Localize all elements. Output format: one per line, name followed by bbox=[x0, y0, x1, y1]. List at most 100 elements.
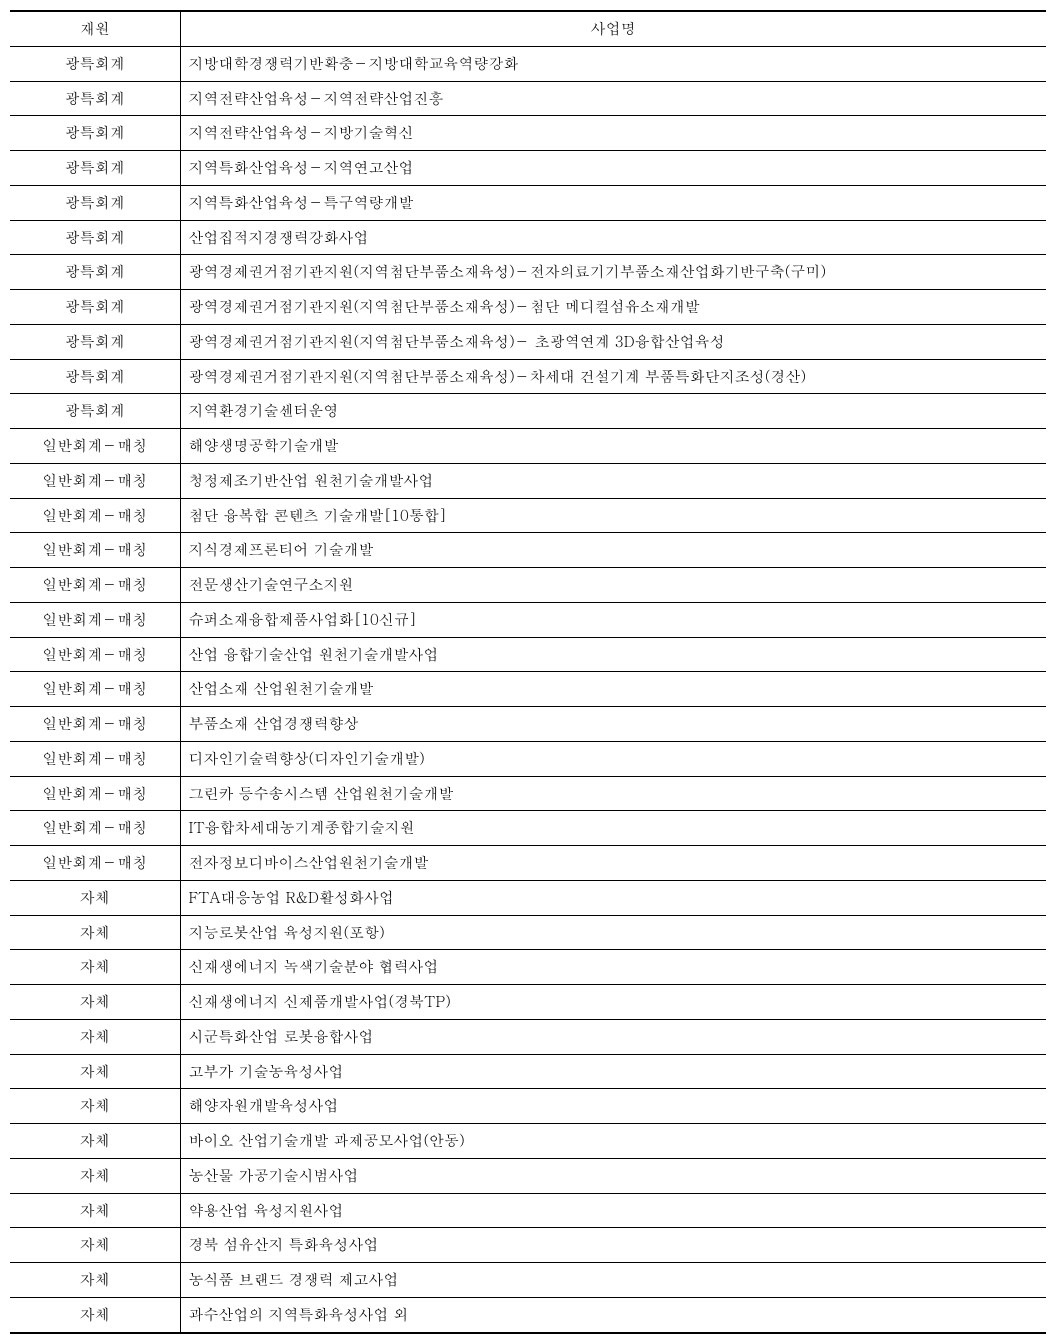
table-body: 광특회계지방대학경쟁력기반확충－지방대학교육역량강화광특회계지역전략산업육성－지… bbox=[10, 46, 1046, 1332]
cell-resource: 광특회계 bbox=[10, 255, 180, 290]
cell-project: 산업 융합기술산업 원천기술개발사업 bbox=[180, 637, 1046, 672]
cell-project: 약용산업 육성지원사업 bbox=[180, 1193, 1046, 1228]
cell-resource: 일반회계－매칭 bbox=[10, 568, 180, 603]
table-row: 자체바이오 산업기술개발 과제공모사업(안동) bbox=[10, 1124, 1046, 1159]
table-row: 광특회계광역경제권거점기관지원(지역첨단부품소재육성)－ 초광역연계 3D융합산… bbox=[10, 324, 1046, 359]
cell-project: 그린카 등수송시스템 산업원천기술개발 bbox=[180, 776, 1046, 811]
cell-resource: 자체 bbox=[10, 1124, 180, 1159]
cell-project: 농식품 브랜드 경쟁력 제고사업 bbox=[180, 1263, 1046, 1298]
table-row: 자체농식품 브랜드 경쟁력 제고사업 bbox=[10, 1263, 1046, 1298]
table-row: 일반회계－매칭첨단 융복합 콘텐츠 기술개발[10통합] bbox=[10, 498, 1046, 533]
cell-resource: 광특회계 bbox=[10, 324, 180, 359]
cell-project: 전문생산기술연구소지원 bbox=[180, 568, 1046, 603]
table-row: 광특회계산업집적지경쟁력강화사업 bbox=[10, 220, 1046, 255]
cell-resource: 광특회계 bbox=[10, 290, 180, 325]
cell-resource: 자체 bbox=[10, 950, 180, 985]
cell-project: 청정제조기반산업 원천기술개발사업 bbox=[180, 463, 1046, 498]
cell-project: 지능로봇산업 육성지원(포항) bbox=[180, 915, 1046, 950]
cell-project: 신재생에너지 신제품개발사업(경북TP) bbox=[180, 985, 1046, 1020]
cell-project: 지역특화산업육성－특구역량개발 bbox=[180, 185, 1046, 220]
cell-resource: 광특회계 bbox=[10, 394, 180, 429]
cell-project: 전자정보디바이스산업원천기술개발 bbox=[180, 846, 1046, 881]
cell-resource: 일반회계－매칭 bbox=[10, 672, 180, 707]
table-row: 자체신재생에너지 신제품개발사업(경북TP) bbox=[10, 985, 1046, 1020]
table-row: 자체지능로봇산업 육성지원(포항) bbox=[10, 915, 1046, 950]
cell-project: IT융합차세대농기계종합기술지원 bbox=[180, 811, 1046, 846]
cell-project: 지역특화산업육성－지역연고산업 bbox=[180, 151, 1046, 186]
cell-resource: 자체 bbox=[10, 985, 180, 1020]
cell-resource: 자체 bbox=[10, 1193, 180, 1228]
cell-project: 신재생에너지 녹색기술분야 협력사업 bbox=[180, 950, 1046, 985]
table-row: 일반회계－매칭지식경제프론티어 기술개발 bbox=[10, 533, 1046, 568]
header-resource: 재원 bbox=[10, 11, 180, 46]
table-row: 광특회계광역경제권거점기관지원(지역첨단부품소재육성)－첨단 메디컬섬유소재개발 bbox=[10, 290, 1046, 325]
cell-resource: 일반회계－매칭 bbox=[10, 811, 180, 846]
table-row: 광특회계지역전략산업육성－지역전략산업진흥 bbox=[10, 81, 1046, 116]
table-row: 일반회계－매칭그린카 등수송시스템 산업원천기술개발 bbox=[10, 776, 1046, 811]
table-row: 자체농산물 가공기술시범사업 bbox=[10, 1158, 1046, 1193]
cell-resource: 자체 bbox=[10, 1228, 180, 1263]
table-row: 광특회계지역특화산업육성－특구역량개발 bbox=[10, 185, 1046, 220]
cell-resource: 광특회계 bbox=[10, 185, 180, 220]
cell-resource: 광특회계 bbox=[10, 81, 180, 116]
table-row: 일반회계－매칭산업소재 산업원천기술개발 bbox=[10, 672, 1046, 707]
cell-project: 지역환경기술센터운영 bbox=[180, 394, 1046, 429]
cell-resource: 광특회계 bbox=[10, 220, 180, 255]
table-row: 광특회계지역환경기술센터운영 bbox=[10, 394, 1046, 429]
cell-project: 지역전략산업육성－지역전략산업진흥 bbox=[180, 81, 1046, 116]
programs-table: 재원 사업명 광특회계지방대학경쟁력기반확충－지방대학교육역량강화광특회계지역전… bbox=[10, 10, 1046, 1334]
cell-resource: 일반회계－매칭 bbox=[10, 463, 180, 498]
table-row: 자체해양자원개발육성사업 bbox=[10, 1089, 1046, 1124]
table-row: 자체시군특화산업 로봇융합사업 bbox=[10, 1019, 1046, 1054]
cell-project: 농산물 가공기술시범사업 bbox=[180, 1158, 1046, 1193]
cell-project: 슈퍼소재융합제품사업화[10신규] bbox=[180, 602, 1046, 637]
cell-resource: 광특회계 bbox=[10, 359, 180, 394]
table-row: 광특회계광역경제권거점기관지원(지역첨단부품소재육성)－차세대 건설기계 부품특… bbox=[10, 359, 1046, 394]
table-row: 일반회계－매칭부품소재 산업경쟁력향상 bbox=[10, 707, 1046, 742]
header-project: 사업명 bbox=[180, 11, 1046, 46]
table-row: 일반회계－매칭IT융합차세대농기계종합기술지원 bbox=[10, 811, 1046, 846]
cell-resource: 일반회계－매칭 bbox=[10, 741, 180, 776]
table-row: 자체과수산업의 지역특화육성사업 외 bbox=[10, 1297, 1046, 1332]
cell-resource: 일반회계－매칭 bbox=[10, 846, 180, 881]
table-row: 자체경북 섬유산지 특화육성사업 bbox=[10, 1228, 1046, 1263]
cell-project: FTA대응농업 R&D활성화사업 bbox=[180, 880, 1046, 915]
cell-project: 시군특화산업 로봇융합사업 bbox=[180, 1019, 1046, 1054]
cell-resource: 일반회계－매칭 bbox=[10, 776, 180, 811]
cell-resource: 일반회계－매칭 bbox=[10, 533, 180, 568]
cell-project: 해양생명공학기술개발 bbox=[180, 429, 1046, 464]
cell-project: 경북 섬유산지 특화육성사업 bbox=[180, 1228, 1046, 1263]
table-row: 자체고부가 기술농육성사업 bbox=[10, 1054, 1046, 1089]
cell-project: 광역경제권거점기관지원(지역첨단부품소재육성)－전자의료기기부품소재산업화기반구… bbox=[180, 255, 1046, 290]
table-row: 일반회계－매칭산업 융합기술산업 원천기술개발사업 bbox=[10, 637, 1046, 672]
table-header: 재원 사업명 bbox=[10, 11, 1046, 46]
cell-resource: 일반회계－매칭 bbox=[10, 602, 180, 637]
table-row: 광특회계지방대학경쟁력기반확충－지방대학교육역량강화 bbox=[10, 46, 1046, 81]
header-row: 재원 사업명 bbox=[10, 11, 1046, 46]
cell-project: 지식경제프론티어 기술개발 bbox=[180, 533, 1046, 568]
cell-project: 디자인기술력향상(디자인기술개발) bbox=[180, 741, 1046, 776]
cell-project: 해양자원개발육성사업 bbox=[180, 1089, 1046, 1124]
cell-resource: 광특회계 bbox=[10, 151, 180, 186]
cell-resource: 자체 bbox=[10, 1089, 180, 1124]
cell-project: 광역경제권거점기관지원(지역첨단부품소재육성)－ 초광역연계 3D융합산업육성 bbox=[180, 324, 1046, 359]
table-row: 광특회계지역특화산업육성－지역연고산업 bbox=[10, 151, 1046, 186]
table-row: 일반회계－매칭전자정보디바이스산업원천기술개발 bbox=[10, 846, 1046, 881]
cell-resource: 자체 bbox=[10, 1158, 180, 1193]
table-row: 자체신재생에너지 녹색기술분야 협력사업 bbox=[10, 950, 1046, 985]
cell-resource: 자체 bbox=[10, 1019, 180, 1054]
table-row: 일반회계－매칭전문생산기술연구소지원 bbox=[10, 568, 1046, 603]
cell-resource: 자체 bbox=[10, 1263, 180, 1298]
table-row: 일반회계－매칭해양생명공학기술개발 bbox=[10, 429, 1046, 464]
cell-resource: 자체 bbox=[10, 915, 180, 950]
cell-project: 부품소재 산업경쟁력향상 bbox=[180, 707, 1046, 742]
cell-resource: 자체 bbox=[10, 880, 180, 915]
cell-project: 산업집적지경쟁력강화사업 bbox=[180, 220, 1046, 255]
cell-project: 과수산업의 지역특화육성사업 외 bbox=[180, 1297, 1046, 1332]
table-row: 광특회계광역경제권거점기관지원(지역첨단부품소재육성)－전자의료기기부품소재산업… bbox=[10, 255, 1046, 290]
cell-resource: 광특회계 bbox=[10, 46, 180, 81]
table-row: 일반회계－매칭슈퍼소재융합제품사업화[10신규] bbox=[10, 602, 1046, 637]
cell-project: 지역전략산업육성－지방기술혁신 bbox=[180, 116, 1046, 151]
table-row: 자체FTA대응농업 R&D활성화사업 bbox=[10, 880, 1046, 915]
table-row: 자체약용산업 육성지원사업 bbox=[10, 1193, 1046, 1228]
